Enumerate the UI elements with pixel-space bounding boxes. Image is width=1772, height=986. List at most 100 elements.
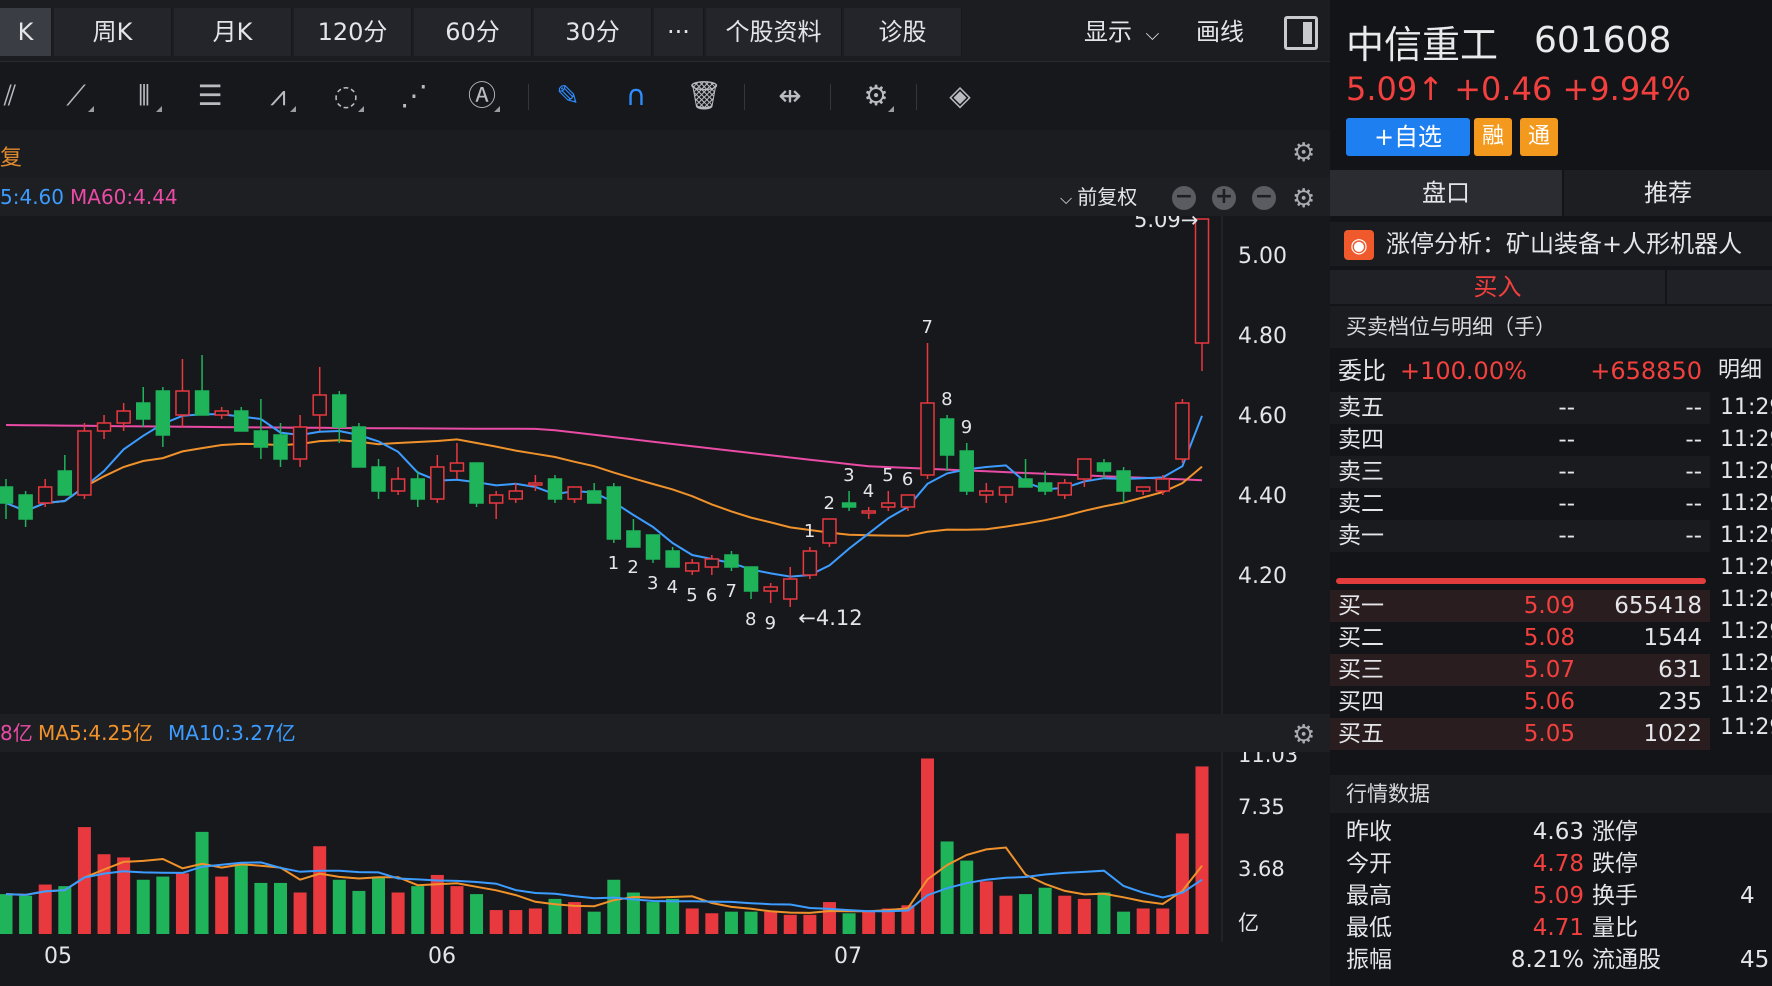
segment-icon[interactable]: ⟋ xyxy=(56,76,96,116)
tab-more[interactable]: ··· xyxy=(654,8,704,56)
ask-row[interactable]: 卖一 -- -- xyxy=(1330,520,1710,552)
trendline-icon[interactable]: ⫽ xyxy=(3,79,17,112)
ask-row[interactable]: 卖四 -- -- xyxy=(1330,424,1710,456)
adjust-select[interactable]: ⌵ 前复权 xyxy=(1060,178,1137,218)
ask-label: 卖二 xyxy=(1338,491,1384,517)
candle-body xyxy=(665,550,680,568)
toolbar-divider xyxy=(830,84,831,110)
volume-bar xyxy=(1117,911,1131,934)
gann-icon[interactable]: ⋰ xyxy=(400,79,428,112)
gear-icon[interactable]: ⚙ xyxy=(1292,184,1316,214)
vol-tick-label: 3.68 xyxy=(1238,857,1285,881)
wave-icon[interactable]: ⩘ xyxy=(258,76,298,116)
market-key: 量比 xyxy=(1592,915,1638,941)
volume-bar xyxy=(411,886,425,934)
bid-volume: 631 xyxy=(1658,657,1702,683)
stock-code: 601608 xyxy=(1534,20,1672,61)
candle-body xyxy=(547,478,563,500)
volume-bar xyxy=(293,892,307,934)
volume-bar xyxy=(1195,766,1209,934)
bid-row[interactable]: 买三 5.07 631 xyxy=(1330,654,1710,686)
y-tick-label: 4.40 xyxy=(1238,484,1287,509)
bid-volume: 1022 xyxy=(1643,721,1702,747)
tab-monthly-k[interactable]: 月K xyxy=(174,8,292,56)
ask-row[interactable]: 卖三 -- -- xyxy=(1330,456,1710,488)
cycle-icon[interactable]: ◌ xyxy=(326,76,366,116)
ask-row[interactable]: 卖五 -- -- xyxy=(1330,392,1710,424)
candle-body xyxy=(1175,402,1190,460)
ask-row[interactable]: 卖二 -- -- xyxy=(1330,488,1710,520)
volume-bar xyxy=(332,879,346,934)
tab-weekly-k[interactable]: 周K xyxy=(54,8,172,56)
tick-detail[interactable]: 明细 11:29 11:29 11:29 11:29 11:29 11:29 11:29 11… xyxy=(1710,350,1772,775)
gear-icon[interactable]: ⚙ xyxy=(1292,720,1316,750)
volume-bar xyxy=(254,882,268,934)
display-menu[interactable]: 显示 ⌵ xyxy=(1084,8,1159,56)
quote-pane: 中信重工 601608 5.09↑ +0.46 +9.94% +自选 融 通 盘… xyxy=(1330,0,1772,986)
market-value: 8.21% xyxy=(1510,947,1584,973)
candle-body xyxy=(1057,482,1073,496)
candle-body xyxy=(881,502,896,508)
count-mark: 1 xyxy=(608,553,619,574)
gear-icon[interactable]: ⚙ xyxy=(1292,138,1316,168)
sell-button[interactable] xyxy=(1667,270,1772,304)
candle-body xyxy=(96,422,112,432)
volume-bar xyxy=(744,911,758,934)
period-tab-bar: K 周K 月K 120分 60分 30分 ··· 个股资料 诊股 显示 ⌵ 画线 xyxy=(0,0,1330,62)
volume-bar xyxy=(97,854,111,934)
settings-icon[interactable]: ⚙ xyxy=(856,76,896,116)
collapse-icon[interactable]: − xyxy=(1252,186,1276,210)
volume-bar xyxy=(58,886,72,934)
date-label: 07 xyxy=(834,944,862,969)
bid-row[interactable]: 买四 5.06 235 xyxy=(1330,686,1710,718)
candle-body xyxy=(175,390,190,416)
parallel-lines-icon[interactable]: ⦀ xyxy=(124,76,164,116)
tab-30min[interactable]: 30分 xyxy=(534,8,652,56)
volume-bar xyxy=(1038,887,1052,934)
highlighter-icon[interactable]: ✎ xyxy=(556,79,580,112)
ask-volume: -- xyxy=(1685,427,1702,453)
date-label: 05 xyxy=(44,944,72,969)
text-annotation-icon[interactable]: Ⓐ xyxy=(462,76,502,116)
bid-label: 买三 xyxy=(1338,657,1384,683)
market-key: 跌停 xyxy=(1592,851,1638,877)
candle-body xyxy=(37,486,53,504)
bid-label: 买五 xyxy=(1338,721,1384,747)
tab-stock-profile[interactable]: 个股资料 xyxy=(706,8,842,56)
market-row: 昨收 4.63 涨停 xyxy=(1330,816,1772,848)
candle-body xyxy=(822,518,837,544)
zoom-in-icon[interactable]: + xyxy=(1212,186,1236,210)
panel-toggle-icon[interactable] xyxy=(1284,16,1318,50)
market-key: 最低 xyxy=(1346,915,1392,941)
buy-button[interactable]: 买入 xyxy=(1330,270,1665,304)
bid-row[interactable]: 买五 5.05 1022 xyxy=(1330,718,1710,750)
delete-icon[interactable]: 🗑 xyxy=(686,79,722,112)
volume-chart[interactable]: 11.03 7.35 3.68 亿 xyxy=(0,752,1330,942)
tab-daily-k[interactable]: K xyxy=(0,8,52,56)
magnet-icon[interactable]: ∩ xyxy=(625,79,647,112)
bid-price: 5.05 xyxy=(1523,721,1575,747)
candlestick-chart[interactable]: 5.004.804.604.404.205.09→←4.121 23 4 5 6 78 91… xyxy=(0,216,1330,714)
tab-60min[interactable]: 60分 xyxy=(414,8,532,56)
measure-icon[interactable]: ⇹ xyxy=(778,79,802,112)
chevron-down-icon: ⌵ xyxy=(1145,24,1160,45)
candle-body xyxy=(743,566,759,592)
layers-icon[interactable]: ◈ xyxy=(949,79,971,112)
volume-bar xyxy=(783,914,797,934)
tab-diagnose[interactable]: 诊股 xyxy=(844,8,962,56)
fib-icon[interactable]: ☰ xyxy=(197,79,223,112)
tab-orderbook[interactable]: 盘口 xyxy=(1330,170,1562,216)
price-change: 5.09↑ +0.46 +9.94% xyxy=(1346,70,1691,108)
draw-line-button[interactable]: 画线 xyxy=(1196,18,1244,46)
volume-bar xyxy=(273,882,287,934)
candle-body xyxy=(77,430,92,496)
tab-120min[interactable]: 120分 xyxy=(294,8,412,56)
bid-row[interactable]: 买二 5.08 1544 xyxy=(1330,622,1710,654)
add-watchlist-button[interactable]: +自选 xyxy=(1346,118,1470,156)
zoom-out-icon[interactable]: − xyxy=(1172,186,1196,210)
volume-bar xyxy=(195,831,209,934)
bid-row[interactable]: 买一 5.09 655418 xyxy=(1330,590,1710,622)
plot-area xyxy=(0,216,1222,714)
limit-up-analysis[interactable]: ◉ 涨停分析：矿山装备+人形机器人 xyxy=(1330,222,1772,266)
tab-recommend[interactable]: 推荐 xyxy=(1564,170,1772,216)
